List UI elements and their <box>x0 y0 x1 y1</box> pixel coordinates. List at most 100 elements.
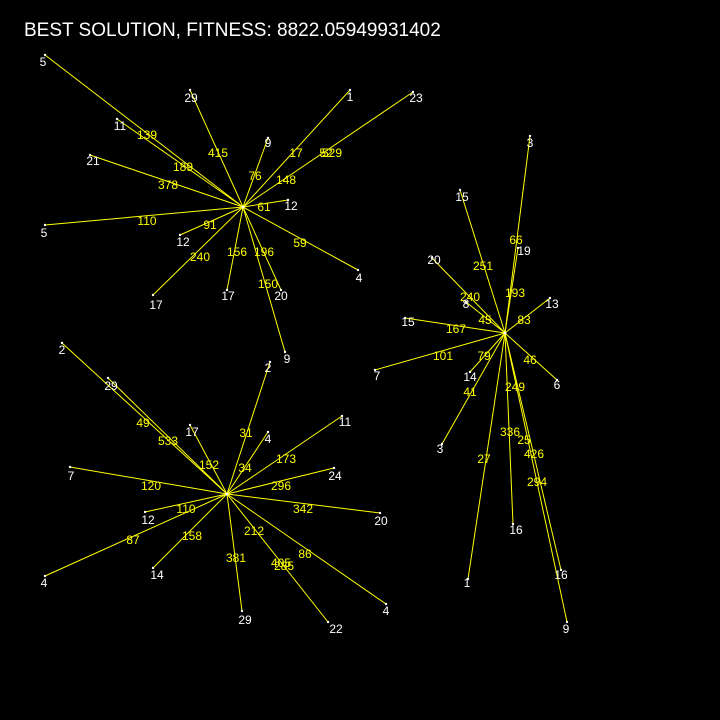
node-label: 16 <box>509 523 523 537</box>
node-label: 22 <box>329 622 343 636</box>
edge <box>226 206 244 291</box>
edge-weight-label: 61 <box>257 200 271 214</box>
node-label: 29 <box>104 379 118 393</box>
node-label: 11 <box>114 119 127 133</box>
node-label: 14 <box>463 370 477 384</box>
edge-weight-label: 83 <box>517 313 531 327</box>
edge <box>469 332 506 373</box>
edge <box>226 493 381 514</box>
edge-weight-label: 101 <box>433 349 453 363</box>
edge <box>226 467 335 495</box>
node-dot <box>240 609 244 613</box>
node-label: 13 <box>545 297 559 311</box>
edge-weight-label: 193 <box>505 286 525 300</box>
edge-weight-label: 66 <box>509 233 523 247</box>
edge-weight-label: 285 <box>274 559 294 573</box>
edge-weight-label: 110 <box>176 502 195 516</box>
node-dot <box>403 316 407 320</box>
edge-weight-label: 27 <box>477 452 491 466</box>
node-dot <box>68 465 72 469</box>
edge <box>242 206 359 271</box>
edge-weight-label: 336 <box>500 425 520 439</box>
node-label: 21 <box>86 154 100 168</box>
node-dot <box>43 574 47 578</box>
node-label: 1 <box>347 90 354 104</box>
edge-weight-label: 46 <box>523 353 537 367</box>
node-label: 2 <box>265 361 272 375</box>
node-label: 6 <box>554 378 561 392</box>
edge <box>189 89 244 208</box>
node-label: 29 <box>238 613 252 627</box>
edge <box>226 493 243 612</box>
node-label: 5 <box>41 226 48 240</box>
edge <box>69 466 228 495</box>
edge-weight-label: 31 <box>239 426 253 440</box>
edge <box>242 137 269 208</box>
edge <box>44 54 244 208</box>
fitness-title: BEST SOLUTION, FITNESS: 8822.05949931402 <box>24 20 441 41</box>
edge <box>504 332 514 525</box>
node-label: 7 <box>374 369 381 383</box>
node-dot <box>440 442 444 446</box>
edge-weight-label: 240 <box>190 250 210 264</box>
node-dot <box>60 341 64 345</box>
edge <box>431 257 506 334</box>
edge <box>504 332 562 571</box>
node-dot <box>88 153 92 157</box>
edge-weight-label: 167 <box>446 322 466 336</box>
edge <box>61 342 228 495</box>
node-dot <box>225 288 229 292</box>
node-dot <box>464 300 468 304</box>
node-dot <box>151 293 155 297</box>
edge-weight-label: 405 <box>271 556 291 570</box>
edge <box>226 361 271 495</box>
edge-weight-label: 189 <box>173 160 193 174</box>
node-label: 29 <box>184 91 198 105</box>
node-label: 2 <box>59 343 66 357</box>
edge <box>504 247 519 334</box>
node-dot <box>188 88 192 92</box>
edge-weight-label: 426 <box>524 447 544 461</box>
node-label: 14 <box>150 568 164 582</box>
edge-weight-label: 17 <box>289 146 303 160</box>
node-label: 24 <box>328 469 342 483</box>
node-dot <box>548 296 552 300</box>
edge <box>107 377 228 495</box>
edge-weight-label: 529 <box>322 146 342 160</box>
edge-weight-label: 381 <box>226 551 246 565</box>
node-dot <box>268 360 272 364</box>
node-dot <box>178 233 182 237</box>
node-label: 3 <box>527 136 534 150</box>
node-dot <box>565 620 569 624</box>
edge-weight-label: 110 <box>137 214 156 228</box>
edge-weight-label: 91 <box>203 218 217 232</box>
node-label: 20 <box>427 253 441 267</box>
node-label: 12 <box>284 199 298 213</box>
node-label: 19 <box>517 244 531 258</box>
edge <box>465 301 506 334</box>
node-label: 3 <box>437 442 444 456</box>
node-dot <box>106 376 110 380</box>
edge-weight-label: 249 <box>505 380 525 394</box>
node-dot <box>468 370 472 374</box>
node-label: 9 <box>563 622 570 636</box>
edge-weight-label: 87 <box>126 533 140 547</box>
edge <box>467 332 506 580</box>
edge <box>504 135 531 334</box>
edge <box>116 118 244 208</box>
node-dot <box>384 602 388 606</box>
edge-weight-label: 158 <box>182 529 202 543</box>
node-dot <box>43 53 47 57</box>
edge-weight-label: 342 <box>293 502 313 516</box>
node-label: 4 <box>41 576 48 590</box>
edge-weight-label: 152 <box>199 458 219 472</box>
edge-weight-label: 533 <box>158 434 178 448</box>
edge-weight-label: 378 <box>158 178 178 192</box>
node-label: 4 <box>265 432 272 446</box>
node-dot <box>266 136 270 140</box>
node-dot <box>378 511 382 515</box>
node-dot <box>411 90 415 94</box>
